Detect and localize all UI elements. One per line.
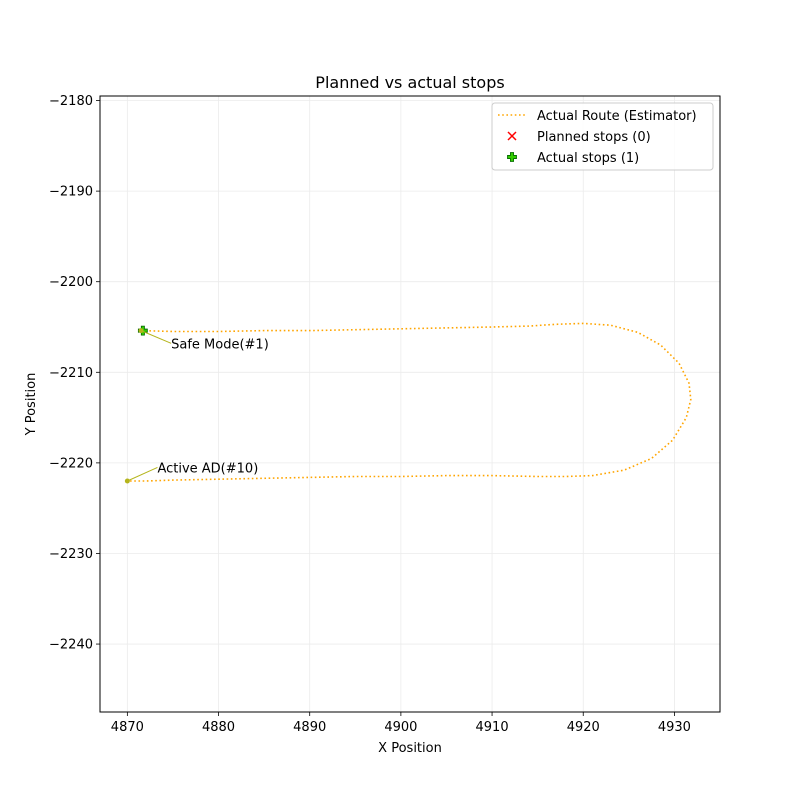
legend-label: Actual Route (Estimator) (537, 109, 697, 124)
annotation-leader (140, 330, 172, 344)
x-tick-label: 4890 (293, 720, 326, 735)
y-tick-label: −2190 (49, 185, 93, 200)
legend-label: Planned stops (0) (537, 130, 651, 145)
y-tick-label: −2180 (49, 94, 93, 109)
annotation-point (138, 328, 144, 334)
x-tick-label: 4910 (476, 720, 509, 735)
legend: Actual Route (Estimator) Planned stops (0… (491, 102, 714, 171)
y-tick-label: −2220 (49, 456, 93, 471)
x-tick-label: 4900 (384, 720, 417, 735)
axes-frame (99, 95, 721, 713)
chart-title: Planned vs actual stops (315, 73, 504, 92)
grid (100, 96, 720, 712)
x-tick-label: 4880 (202, 720, 235, 735)
annotation-label: Active AD(#10) (157, 461, 258, 476)
x-tick-label: 4920 (567, 720, 600, 735)
x-axis: 4870 4880 4890 4900 4910 4920 4930 (111, 712, 691, 735)
x-tick-label: 4930 (658, 720, 691, 735)
x-tick-label: 4870 (111, 720, 144, 735)
y-axis-label: Y Position (24, 373, 39, 437)
annotation-point (124, 478, 130, 484)
y-axis: −2180 −2190 −2200 −2210 −2220 −2230 −2240 (49, 94, 100, 653)
y-tick-label: −2200 (49, 275, 93, 290)
legend-box (491, 102, 714, 171)
legend-swatch-actual (507, 152, 517, 162)
y-tick-label: −2240 (49, 638, 93, 653)
x-axis-label: X Position (378, 741, 442, 756)
y-tick-label: −2210 (49, 366, 93, 381)
legend-label: Actual stops (1) (537, 151, 639, 166)
route-line (127, 322, 692, 482)
annotation-leader (127, 466, 158, 482)
legend-swatch-planned (507, 131, 517, 141)
plot-area: Safe Mode(#1) Active AD(#10) (124, 322, 692, 484)
y-tick-label: −2230 (49, 547, 93, 562)
annotation-label: Safe Mode(#1) (171, 337, 269, 352)
